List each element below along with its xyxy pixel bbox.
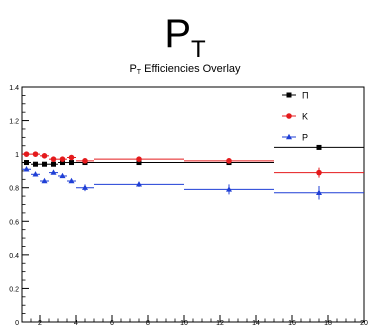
main-title-subscript: T [191,36,206,63]
main-title: PT [0,12,370,62]
legend: Π K P [282,91,309,143]
x-tick-label: 12 [216,320,224,325]
y-tick-label: 0.6 [9,219,19,226]
x-tick-label: 2 [38,320,42,325]
data-series [22,144,364,200]
x-tick-label: 6 [110,320,114,325]
data-point [50,169,57,175]
legend-label: K [302,112,308,122]
data-point [69,160,74,166]
data-point [41,177,48,184]
data-point [82,158,88,164]
data-point [24,160,29,166]
plot-title-text: P [129,63,137,75]
data-point [226,158,232,164]
x-tick-label: 10 [180,320,188,325]
legend-label: Π [302,91,309,101]
y-tick-label: 0.8 [9,186,19,193]
x-tick-label: 8 [146,320,150,325]
data-point [60,160,65,166]
legend-marker [286,113,292,119]
x-tick-label: 16 [288,320,296,325]
y-tick-label: 0.4 [9,253,19,260]
data-point [136,160,142,166]
data-point [136,156,142,162]
data-point [68,154,75,161]
data-point [51,161,56,167]
y-tick-label: 0.2 [9,286,19,293]
x-tick-label: 4 [74,320,78,325]
plot-frame [21,86,365,323]
data-point [32,171,39,177]
data-point [32,151,39,157]
data-point [316,144,322,150]
data-point [50,156,57,162]
data-point [23,166,30,172]
x-tick-label: 14 [252,320,260,325]
y-tick-label: 0 [15,320,19,325]
data-point [59,156,66,162]
plot-title: PT Efficiencies Overlay [0,63,370,76]
data-point [136,181,142,187]
data-point [59,172,66,179]
data-point [68,177,75,184]
main-title-text: P [164,12,191,56]
series-3 [22,166,364,200]
data-point [316,169,322,176]
data-point [226,186,232,192]
series-2 [22,151,364,178]
legend-marker [286,92,292,98]
data-point [33,161,38,167]
y-tick-label: 1 [15,152,19,159]
axes: 0 0.2 0.4 0.6 0.8 1 1.2 1.4 2 4 6 8 10 12 14 16 18 20 [9,85,368,325]
x-tick-label: 18 [324,320,332,325]
legend-label: P [302,133,308,143]
data-point [82,184,88,190]
legend-marker [286,133,292,140]
data-point [41,153,48,159]
data-point [23,151,30,157]
plot-title-subscript: T [136,69,142,76]
data-point [42,161,47,167]
x-tick-label: 20 [360,320,368,325]
data-point [316,189,322,195]
series-1 [22,144,364,167]
y-tick-label: 1.4 [9,85,19,92]
plot-title-rest: Efficiencies Overlay [141,63,241,75]
y-tick-label: 1.2 [9,119,19,126]
